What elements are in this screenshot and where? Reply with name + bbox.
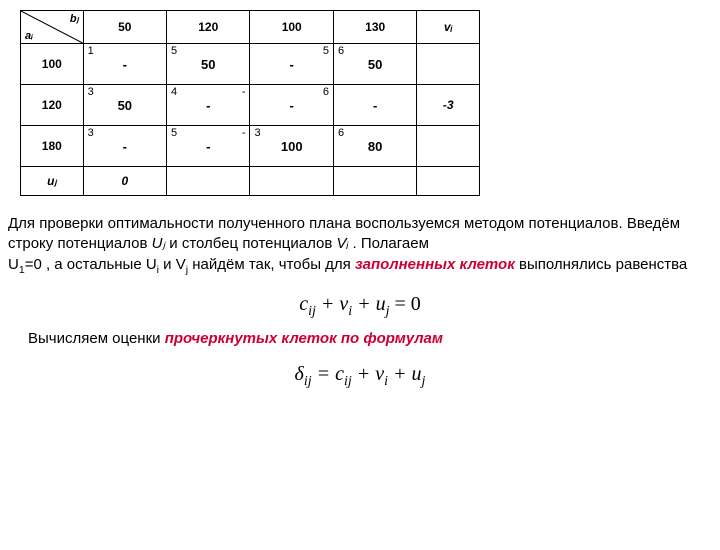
cell: 3100 — [250, 126, 333, 167]
a-label: aᵢ — [25, 30, 33, 42]
cell: - — [333, 85, 416, 126]
cell: 6- — [250, 85, 333, 126]
cell: 5-- — [167, 126, 250, 167]
row-header: 120 — [21, 85, 84, 126]
v-header: vᵢ — [417, 11, 480, 44]
cell: 1- — [83, 44, 166, 85]
cell: 5- — [250, 44, 333, 85]
transportation-table: bⱼ aᵢ 50 120 100 130 vᵢ 100 1- 550 5- 65… — [20, 10, 480, 196]
cell: 680 — [333, 126, 416, 167]
formula-2: δij = cij + vi + uj — [0, 363, 720, 390]
highlight-text: заполненных клеток — [355, 256, 515, 273]
highlight-text: прочеркнутых клеток по формулам — [165, 330, 443, 347]
paragraph-1: Для проверки оптимальности полученного п… — [8, 214, 714, 277]
cell: 350 — [83, 85, 166, 126]
u-value — [333, 167, 416, 196]
diag-header: bⱼ aᵢ — [21, 11, 84, 44]
cell: 4-- — [167, 85, 250, 126]
v-value — [417, 44, 480, 85]
u-value — [250, 167, 333, 196]
v-value: -3 — [417, 85, 480, 126]
col-header: 130 — [333, 11, 416, 44]
v-value — [417, 126, 480, 167]
b-label: bⱼ — [70, 12, 79, 25]
cell: 650 — [333, 44, 416, 85]
row-header: 180 — [21, 126, 84, 167]
u-value — [417, 167, 480, 196]
col-header: 100 — [250, 11, 333, 44]
col-header: 120 — [167, 11, 250, 44]
paragraph-2: Вычисляем оценки прочеркнутых клеток по … — [28, 330, 714, 347]
col-header: 50 — [83, 11, 166, 44]
row-header: 100 — [21, 44, 84, 85]
u-label: uⱼ — [21, 167, 84, 196]
u-value — [167, 167, 250, 196]
formula-1: cij + vi + uj = 0 — [0, 293, 720, 320]
cell: 3- — [83, 126, 166, 167]
u-value: 0 — [83, 167, 166, 196]
cell: 550 — [167, 44, 250, 85]
